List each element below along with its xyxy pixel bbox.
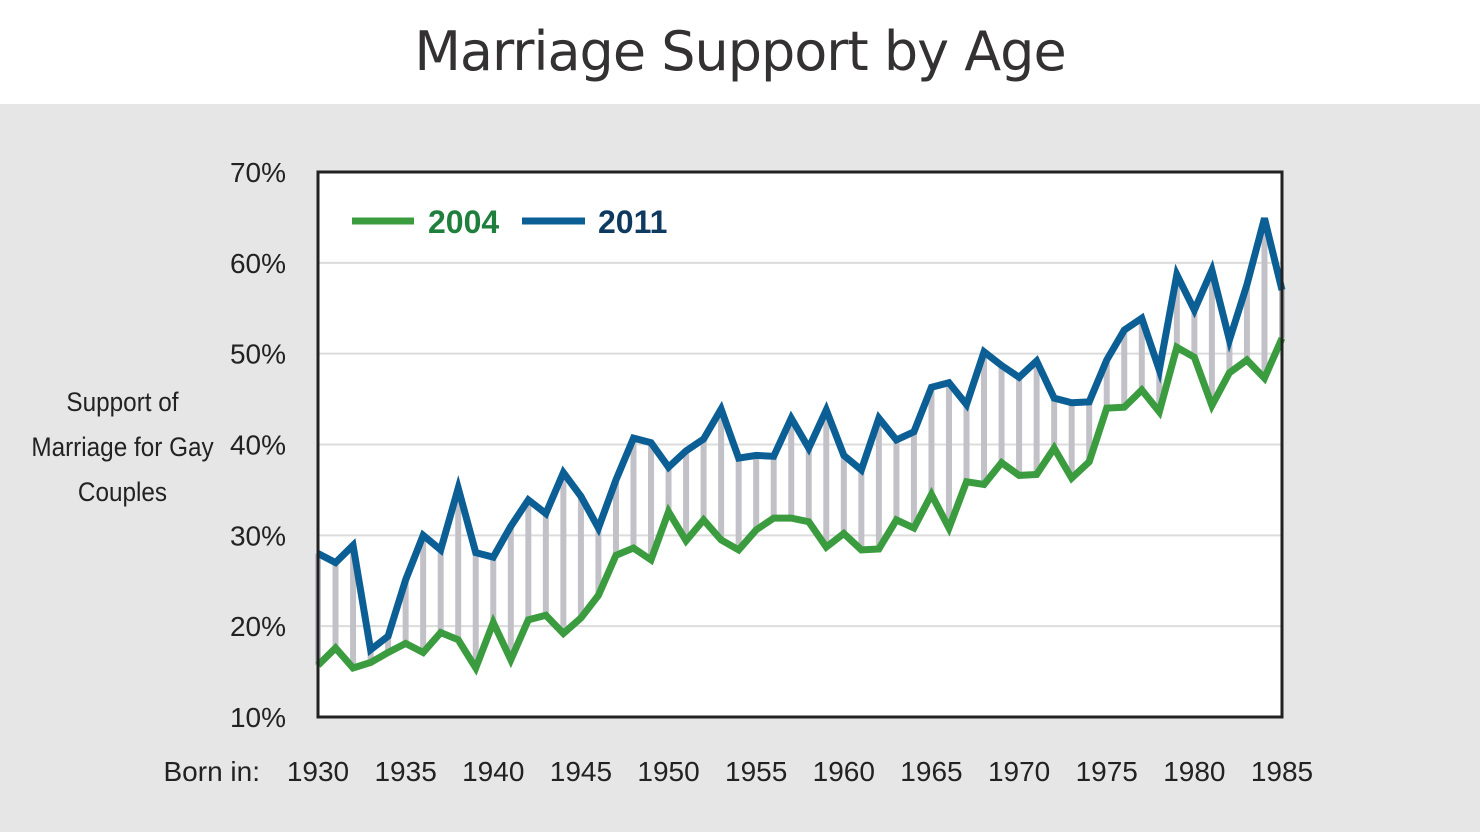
x-tick-label: 1980 bbox=[1163, 756, 1225, 787]
x-tick-label: 1950 bbox=[637, 756, 699, 787]
legend-label-2004: 2004 bbox=[428, 204, 499, 240]
legend-label-2011: 2011 bbox=[598, 204, 667, 240]
x-axis-label: Born in: bbox=[164, 756, 261, 787]
x-tick-label: 1985 bbox=[1251, 756, 1313, 787]
x-tick-label: 1930 bbox=[287, 756, 349, 787]
series-line-2011 bbox=[316, 217, 1286, 657]
x-tick-label: 1970 bbox=[988, 756, 1050, 787]
y-tick-label: 30% bbox=[230, 520, 286, 551]
x-tick-label: 1975 bbox=[1076, 756, 1138, 787]
series-line-2004 bbox=[315, 336, 1286, 676]
y-tick-label: 20% bbox=[230, 611, 286, 642]
y-tick-label: 10% bbox=[230, 702, 286, 733]
x-tick-label: 1940 bbox=[462, 756, 524, 787]
x-tick-label: 1935 bbox=[374, 756, 436, 787]
title-bar bbox=[0, 0, 1480, 104]
legend: 2004 2011 bbox=[352, 204, 667, 240]
y-tick-label: 60% bbox=[230, 248, 286, 279]
y-axis-label: Support of Marriage for Gay Couples bbox=[31, 387, 214, 507]
chart-title: Marriage Support by Age bbox=[414, 20, 1066, 83]
x-tick-label: 1960 bbox=[813, 756, 875, 787]
y-tick-label: 40% bbox=[230, 430, 286, 461]
y-tick-label: 70% bbox=[230, 157, 286, 188]
x-tick-label: 1945 bbox=[550, 756, 612, 787]
plot-border bbox=[316, 170, 1284, 719]
y-tick-label: 50% bbox=[230, 339, 286, 370]
x-tick-label: 1965 bbox=[900, 756, 962, 787]
x-tick-label: 1955 bbox=[725, 756, 787, 787]
